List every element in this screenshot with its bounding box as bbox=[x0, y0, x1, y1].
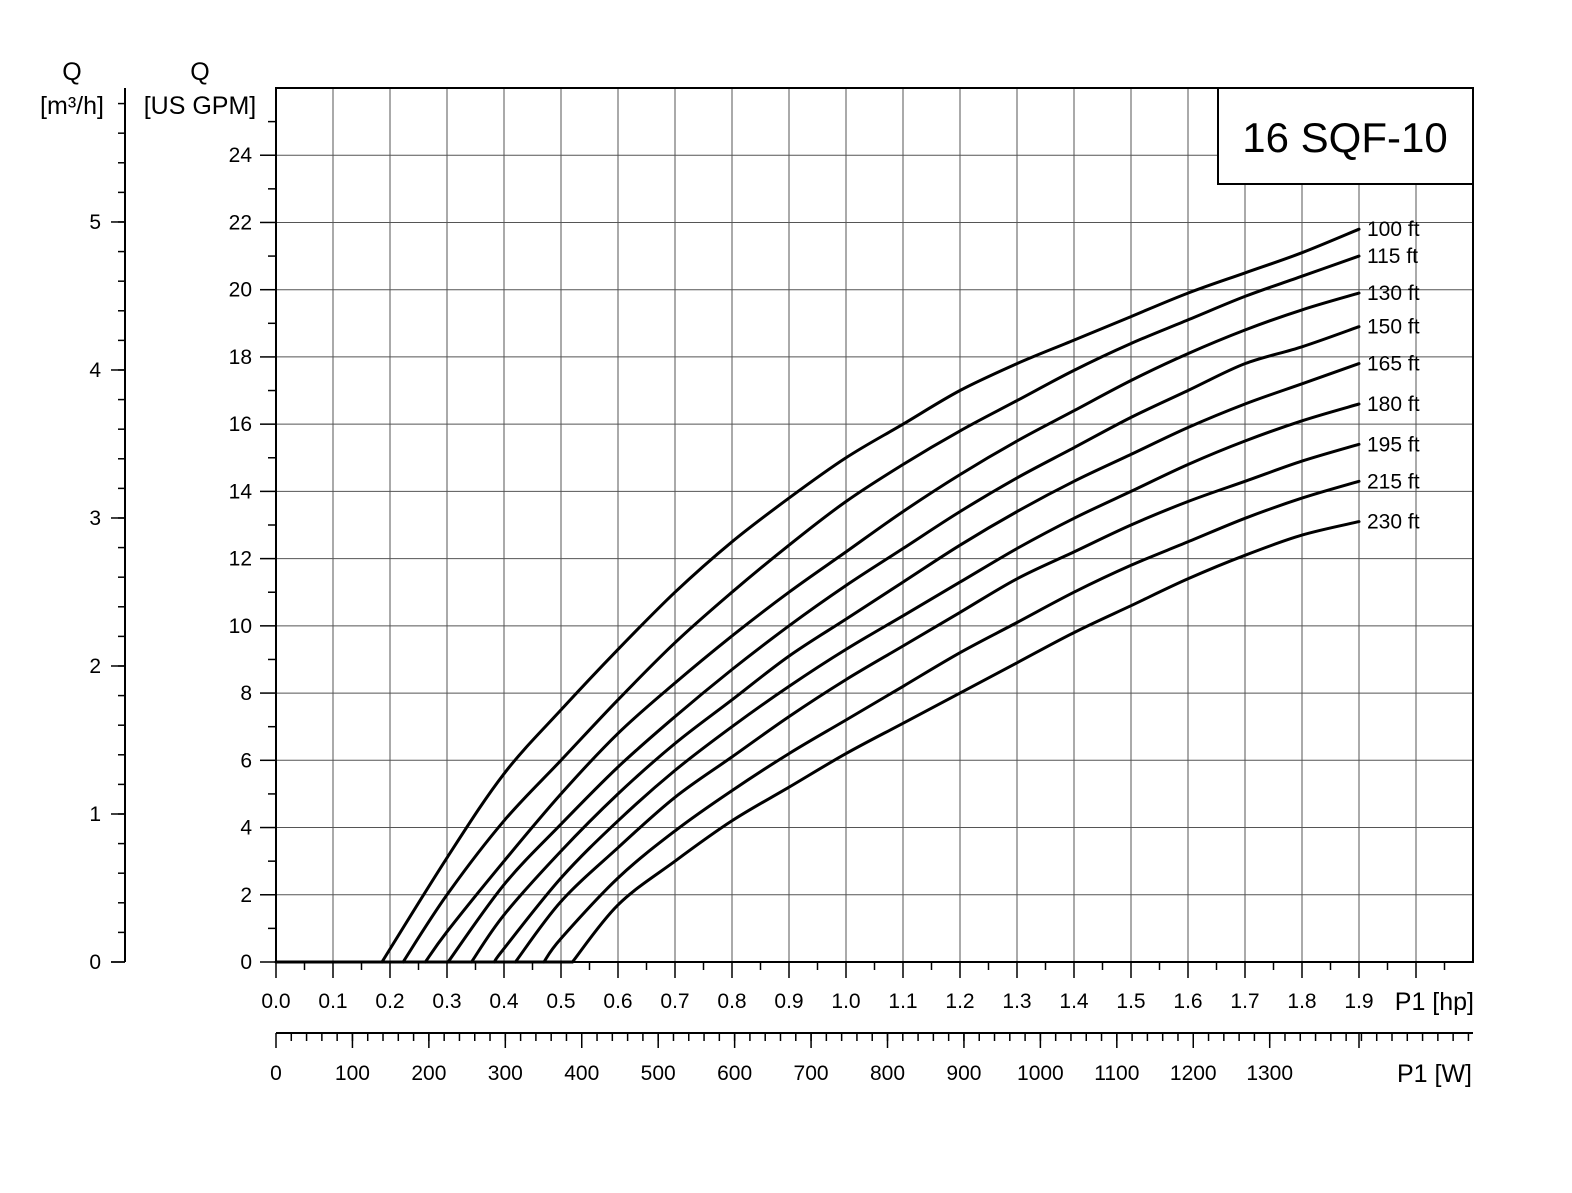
y-primary-tick-label: 20 bbox=[229, 279, 252, 302]
y-secondary-tick-label: 2 bbox=[89, 655, 101, 678]
y-primary-tick-label: 6 bbox=[240, 749, 252, 772]
x-secondary-tick-label: 900 bbox=[946, 1062, 981, 1085]
x-primary-tick-label: 1.6 bbox=[1173, 990, 1202, 1013]
y-secondary-tick-label: 0 bbox=[89, 951, 101, 974]
x-primary-tick-label: 0.3 bbox=[432, 990, 461, 1013]
x-secondary-tick-label: 400 bbox=[564, 1062, 599, 1085]
series-label: 165 ft bbox=[1367, 353, 1420, 376]
y-secondary-tick-label: 5 bbox=[89, 211, 101, 234]
x-primary-tick-label: 0.7 bbox=[660, 990, 689, 1013]
x-secondary-tick-label: 1200 bbox=[1170, 1062, 1217, 1085]
x-secondary-tick-label: 100 bbox=[335, 1062, 370, 1085]
x-secondary-tick-label: 1000 bbox=[1017, 1062, 1064, 1085]
x-primary-tick-label: 0.0 bbox=[261, 990, 290, 1013]
y-primary-tick-label: 18 bbox=[229, 346, 252, 369]
series-label: 215 ft bbox=[1367, 470, 1420, 493]
y-primary-label-unit: [US GPM] bbox=[144, 92, 257, 120]
series-curve bbox=[542, 479, 1361, 964]
y-primary-tick-label: 22 bbox=[229, 211, 252, 234]
curve-layer bbox=[274, 227, 1361, 964]
series-curve bbox=[446, 325, 1361, 964]
x-primary-tick-label: 1.8 bbox=[1287, 990, 1316, 1013]
y-primary-tick-label: 16 bbox=[229, 413, 252, 436]
series-label: 230 ft bbox=[1367, 511, 1420, 534]
y-primary-label-top: Q bbox=[190, 58, 209, 86]
series-label: 180 ft bbox=[1367, 393, 1420, 416]
x-primary-label: P1 [hp] bbox=[1395, 988, 1474, 1016]
x-primary-tick-label: 0.8 bbox=[717, 990, 746, 1013]
x-secondary-tick-label: 700 bbox=[794, 1062, 829, 1085]
x-primary-tick-label: 0.9 bbox=[774, 990, 803, 1013]
series-label: 130 ft bbox=[1367, 282, 1420, 305]
series-curve bbox=[513, 442, 1361, 964]
y-secondary-tick-label: 3 bbox=[89, 507, 101, 530]
y-primary-tick-label: 24 bbox=[229, 144, 253, 167]
x-primary-tick-label: 1.1 bbox=[888, 990, 917, 1013]
y-primary-tick-label: 12 bbox=[229, 548, 252, 571]
x-primary-tick-label: 0.6 bbox=[603, 990, 632, 1013]
y-primary-tick-label: 0 bbox=[240, 951, 252, 974]
series-label: 100 ft bbox=[1367, 218, 1420, 241]
series-label: 195 ft bbox=[1367, 433, 1420, 456]
x-secondary-tick-label: 600 bbox=[717, 1062, 752, 1085]
y-primary-tick-label: 2 bbox=[240, 884, 252, 907]
x-secondary-tick-label: 0 bbox=[270, 1062, 282, 1085]
y-secondary-tick-label: 4 bbox=[89, 359, 101, 382]
x-primary-tick-label: 0.4 bbox=[489, 990, 519, 1013]
x-primary-tick-label: 1.4 bbox=[1059, 990, 1089, 1013]
y-primary-tick-label: 4 bbox=[240, 817, 252, 840]
plot-frame bbox=[275, 87, 1474, 963]
series-curve bbox=[423, 291, 1361, 964]
x-primary-tick-label: 1.5 bbox=[1116, 990, 1145, 1013]
x-secondary-tick-label: 500 bbox=[641, 1062, 676, 1085]
x-primary-tick-label: 1.2 bbox=[945, 990, 974, 1013]
series-curve bbox=[470, 362, 1361, 964]
y-primary-tick-label: 10 bbox=[229, 615, 252, 638]
y-secondary-tick-label: 1 bbox=[89, 803, 101, 826]
title-box: 16 SQF-10 bbox=[1217, 87, 1474, 185]
y-primary-tick-label: 14 bbox=[229, 480, 253, 503]
x-secondary-tick-label: 200 bbox=[411, 1062, 446, 1085]
x-secondary-label: P1 [W] bbox=[1397, 1060, 1472, 1088]
series-curve bbox=[401, 254, 1361, 964]
x-primary-tick-label: 0.1 bbox=[318, 990, 347, 1013]
y-secondary-label-unit: [m³/h] bbox=[40, 92, 104, 120]
x-primary-tick-label: 1.9 bbox=[1344, 990, 1373, 1013]
x-secondary-tick-label: 1300 bbox=[1246, 1062, 1293, 1085]
series-curve bbox=[492, 402, 1361, 964]
series-curve bbox=[570, 520, 1361, 964]
grid-layer bbox=[275, 87, 1474, 963]
x-primary-tick-label: 1.0 bbox=[831, 990, 860, 1013]
x-secondary-tick-label: 1100 bbox=[1094, 1062, 1139, 1085]
axis-layer bbox=[111, 88, 1473, 1048]
x-primary-tick-label: 1.3 bbox=[1002, 990, 1031, 1013]
x-primary-tick-label: 0.2 bbox=[375, 990, 404, 1013]
x-secondary-tick-label: 800 bbox=[870, 1062, 905, 1085]
y-primary-tick-label: 8 bbox=[240, 682, 252, 705]
series-curve bbox=[380, 227, 1361, 964]
x-primary-tick-label: 1.7 bbox=[1230, 990, 1259, 1013]
chart-title: 16 SQF-10 bbox=[1242, 114, 1447, 161]
series-label: 115 ft bbox=[1367, 245, 1418, 268]
y-secondary-label-top: Q bbox=[62, 58, 81, 86]
x-primary-tick-label: 0.5 bbox=[546, 990, 575, 1013]
x-secondary-tick-label: 300 bbox=[488, 1062, 523, 1085]
series-label: 150 ft bbox=[1367, 316, 1420, 339]
